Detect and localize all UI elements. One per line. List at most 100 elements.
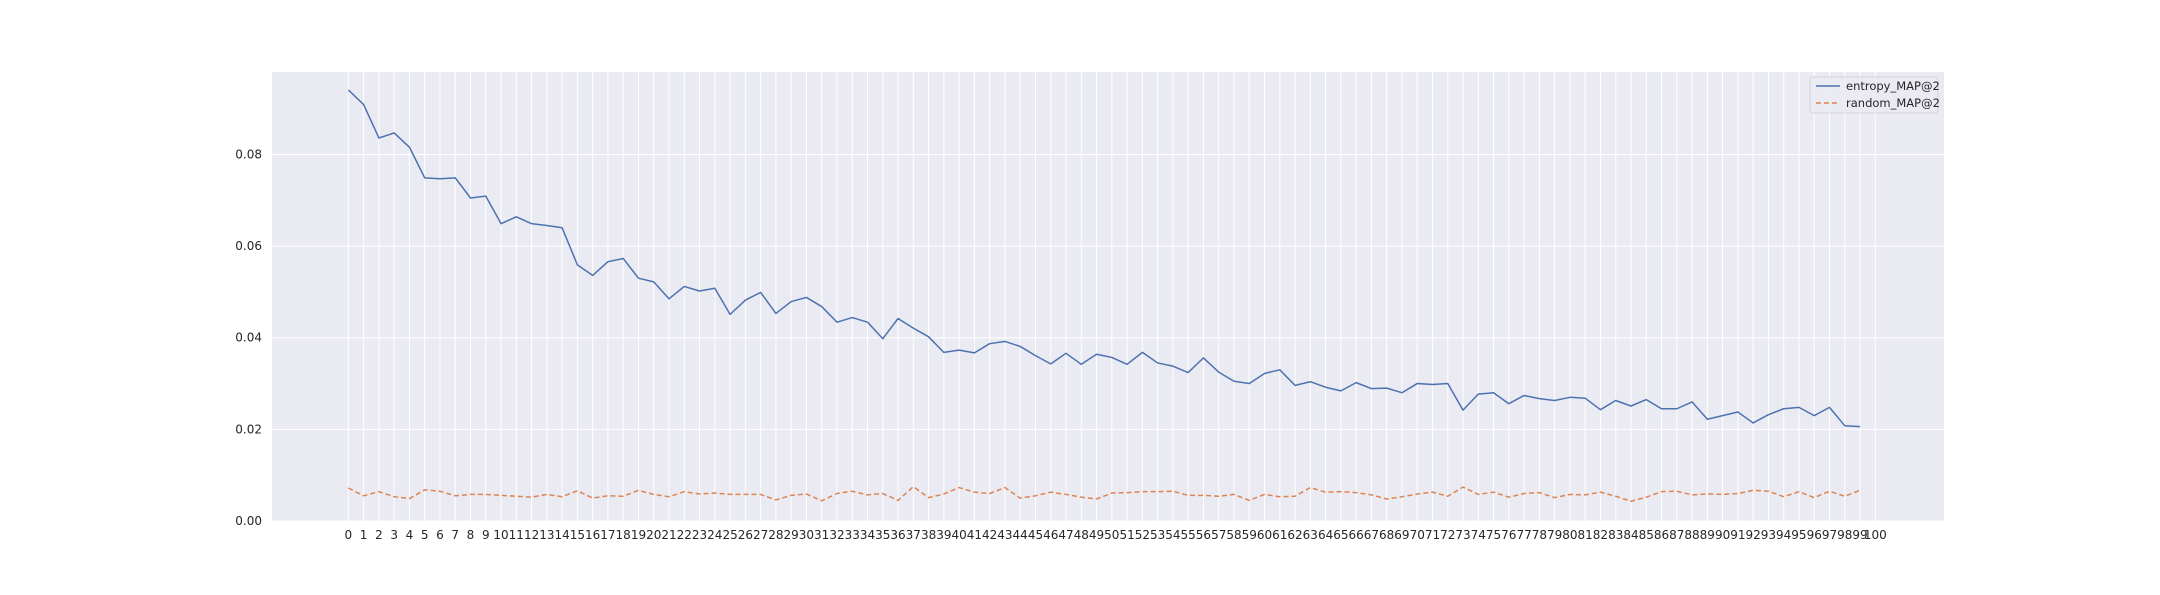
x-tick-label: 24 xyxy=(707,528,722,542)
x-tick-label: 21 xyxy=(661,528,676,542)
x-tick-label: 49 xyxy=(1089,528,1104,542)
x-tick-label: 19 xyxy=(631,528,646,542)
x-axis-tick-labels: 0 1 2 3 4 5 6 7 8 9 10 11 12 13 14 15 16 17 18 19 20 21 22 23 24… xyxy=(345,528,1887,542)
x-tick-label: 16 xyxy=(585,528,600,542)
x-tick-label: 2 xyxy=(375,528,383,542)
x-tick-label: 92 xyxy=(1745,528,1760,542)
x-tick-label: 83 xyxy=(1608,528,1623,542)
x-tick-label: 54 xyxy=(1165,528,1180,542)
x-tick-label: 43 xyxy=(997,528,1012,542)
x-tick-label: 25 xyxy=(722,528,737,542)
x-tick-label: 23 xyxy=(692,528,707,542)
x-tick-label: 35 xyxy=(875,528,890,542)
x-tick-label: 29 xyxy=(784,528,799,542)
x-tick-label: 52 xyxy=(1135,528,1150,542)
x-tick-label: 18 xyxy=(616,528,631,542)
x-tick-label: 79 xyxy=(1547,528,1562,542)
x-tick-label: 11 xyxy=(509,528,524,542)
series-line-entropy xyxy=(347,89,1861,428)
x-tick-label: 45 xyxy=(1028,528,1043,542)
x-tick-label: 50 xyxy=(1104,528,1119,542)
x-tick-label: 0 xyxy=(345,528,353,542)
y-tick-label: 0.06 xyxy=(235,239,262,253)
x-tick-label: 53 xyxy=(1150,528,1165,542)
x-tick-label: 32 xyxy=(829,528,844,542)
y-tick-label: 0.00 xyxy=(235,514,262,528)
x-tick-label: 48 xyxy=(1074,528,1089,542)
x-tick-label: 39 xyxy=(936,528,951,542)
x-tick-label: 78 xyxy=(1532,528,1547,542)
x-tick-label: 59 xyxy=(1242,528,1257,542)
legend-label-entropy: entropy_MAP@2 xyxy=(1846,79,1940,93)
x-tick-label: 14 xyxy=(554,528,569,542)
x-tick-label: 22 xyxy=(677,528,692,542)
y-tick-label: 0.08 xyxy=(235,147,262,161)
x-tick-label: 37 xyxy=(906,528,921,542)
x-tick-label: 33 xyxy=(845,528,860,542)
x-tick-label: 9 xyxy=(482,528,490,542)
x-tick-label: 30 xyxy=(799,528,814,542)
x-tick-label: 12 xyxy=(524,528,539,542)
x-tick-label: 41 xyxy=(967,528,982,542)
x-tick-label: 40 xyxy=(951,528,966,542)
x-gridlines xyxy=(347,72,1876,521)
x-tick-label: 5 xyxy=(421,528,429,542)
x-tick-label: 4 xyxy=(406,528,414,542)
x-tick-label: 36 xyxy=(890,528,905,542)
x-tick-label: 90 xyxy=(1715,528,1730,542)
x-tick-label: 67 xyxy=(1364,528,1379,542)
x-tick-label: 57 xyxy=(1211,528,1226,542)
x-tick-label: 38 xyxy=(921,528,936,542)
x-tick-label: 17 xyxy=(600,528,615,542)
x-tick-label: 74 xyxy=(1471,528,1486,542)
x-tick-label: 63 xyxy=(1303,528,1318,542)
x-tick-label: 44 xyxy=(1013,528,1028,542)
x-tick-label: 95 xyxy=(1791,528,1806,542)
x-tick-label: 84 xyxy=(1623,528,1638,542)
x-tick-label: 3 xyxy=(390,528,398,542)
plot-background xyxy=(272,72,1944,521)
x-tick-label: 98 xyxy=(1837,528,1852,542)
x-tick-label: 68 xyxy=(1379,528,1394,542)
x-tick-label: 55 xyxy=(1181,528,1196,542)
x-tick-label: 94 xyxy=(1776,528,1791,542)
x-tick-label: 15 xyxy=(570,528,585,542)
x-tick-label: 99 xyxy=(1852,528,1867,542)
x-tick-label: 97 xyxy=(1822,528,1837,542)
x-tick-label: 51 xyxy=(1119,528,1134,542)
y-axis-tick-labels: 0.00 0.02 0.04 0.06 0.08 xyxy=(235,147,262,528)
x-tick-label: 64 xyxy=(1318,528,1333,542)
x-tick-label: 58 xyxy=(1226,528,1241,542)
x-tick-label: 61 xyxy=(1272,528,1287,542)
x-tick-label: 28 xyxy=(768,528,783,542)
y-tick-label: 0.04 xyxy=(235,331,262,345)
x-tick-label: 91 xyxy=(1730,528,1745,542)
x-tick-label: 6 xyxy=(436,528,444,542)
series-line-random xyxy=(348,485,1861,503)
x-tick-label: 20 xyxy=(646,528,661,542)
legend: entropy_MAP@2 random_MAP@2 xyxy=(1809,76,1940,114)
x-tick-label: 7 xyxy=(451,528,459,542)
x-tick-label: 66 xyxy=(1348,528,1363,542)
x-tick-label: 69 xyxy=(1394,528,1409,542)
x-tick-label: 31 xyxy=(814,528,829,542)
x-tick-label: 34 xyxy=(860,528,875,542)
x-tick-label: 76 xyxy=(1501,528,1516,542)
x-tick-label: 26 xyxy=(738,528,753,542)
x-tick-label: 80 xyxy=(1562,528,1577,542)
y-tick-label: 0.02 xyxy=(235,422,262,436)
legend-box xyxy=(1809,76,1939,114)
series-layer xyxy=(347,89,1861,503)
x-tick-label: 71 xyxy=(1425,528,1440,542)
x-tick-label: 73 xyxy=(1455,528,1470,542)
legend-label-random: random_MAP@2 xyxy=(1846,96,1940,110)
x-tick-label: 56 xyxy=(1196,528,1211,542)
x-tick-label: 65 xyxy=(1333,528,1348,542)
x-tick-label: 62 xyxy=(1287,528,1302,542)
x-tick-label: 86 xyxy=(1654,528,1669,542)
x-tick-label: 77 xyxy=(1516,528,1531,542)
x-tick-label: 10 xyxy=(493,528,508,542)
x-tick-label: 88 xyxy=(1684,528,1699,542)
x-tick-label: 72 xyxy=(1440,528,1455,542)
